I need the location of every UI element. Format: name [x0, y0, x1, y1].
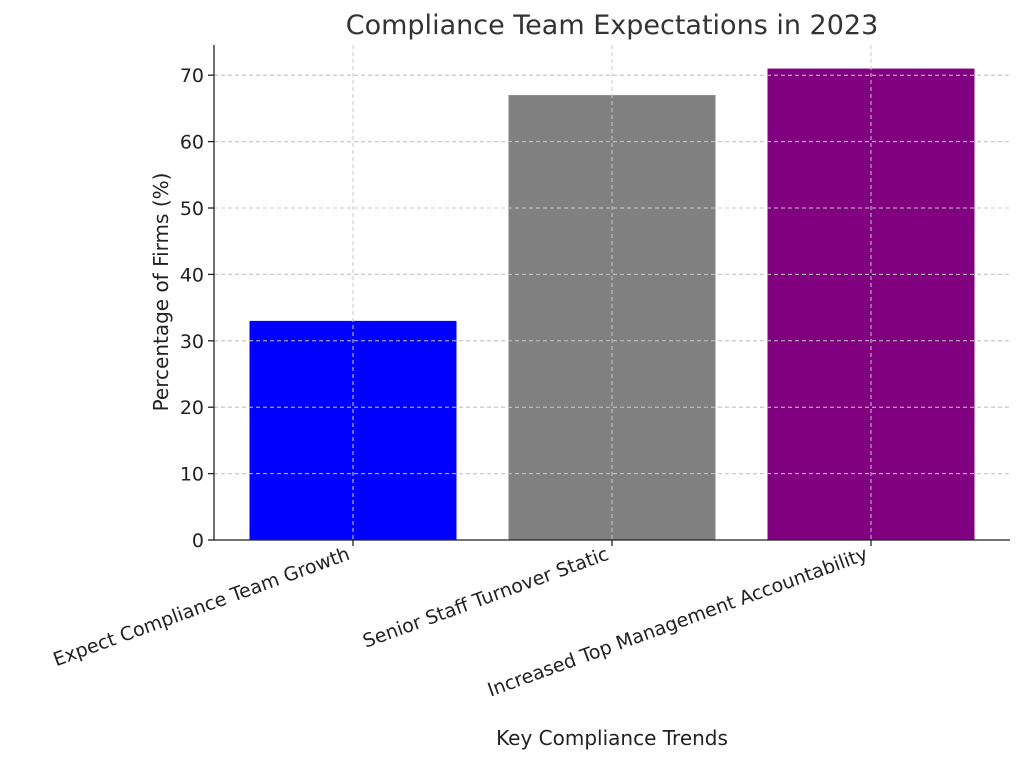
y-tick-label: 60 [180, 132, 204, 154]
chart-title: Compliance Team Expectations in 2023 [346, 10, 879, 41]
x-axis-label: Key Compliance Trends [496, 726, 728, 750]
y-tick-label: 50 [180, 198, 204, 220]
x-tick-labels: Expect Compliance Team Growth Senior Staf… [50, 540, 872, 701]
y-tick-label: 10 [180, 464, 204, 486]
y-tick-label: 20 [180, 397, 204, 419]
y-tick-label: 0 [192, 530, 204, 552]
y-tick-label: 40 [180, 264, 204, 286]
y-tick-label: 30 [180, 331, 204, 353]
bars [214, 45, 1010, 541]
y-axis-label: Percentage of Firms (%) [149, 173, 173, 412]
x-tick-label: Expect Compliance Team Growth [50, 543, 352, 671]
x-tick-label: Senior Staff Turnover Static [360, 543, 612, 653]
y-tick-label: 70 [180, 65, 204, 87]
y-tick-labels: 0 10 20 30 40 50 60 70 [180, 65, 214, 552]
